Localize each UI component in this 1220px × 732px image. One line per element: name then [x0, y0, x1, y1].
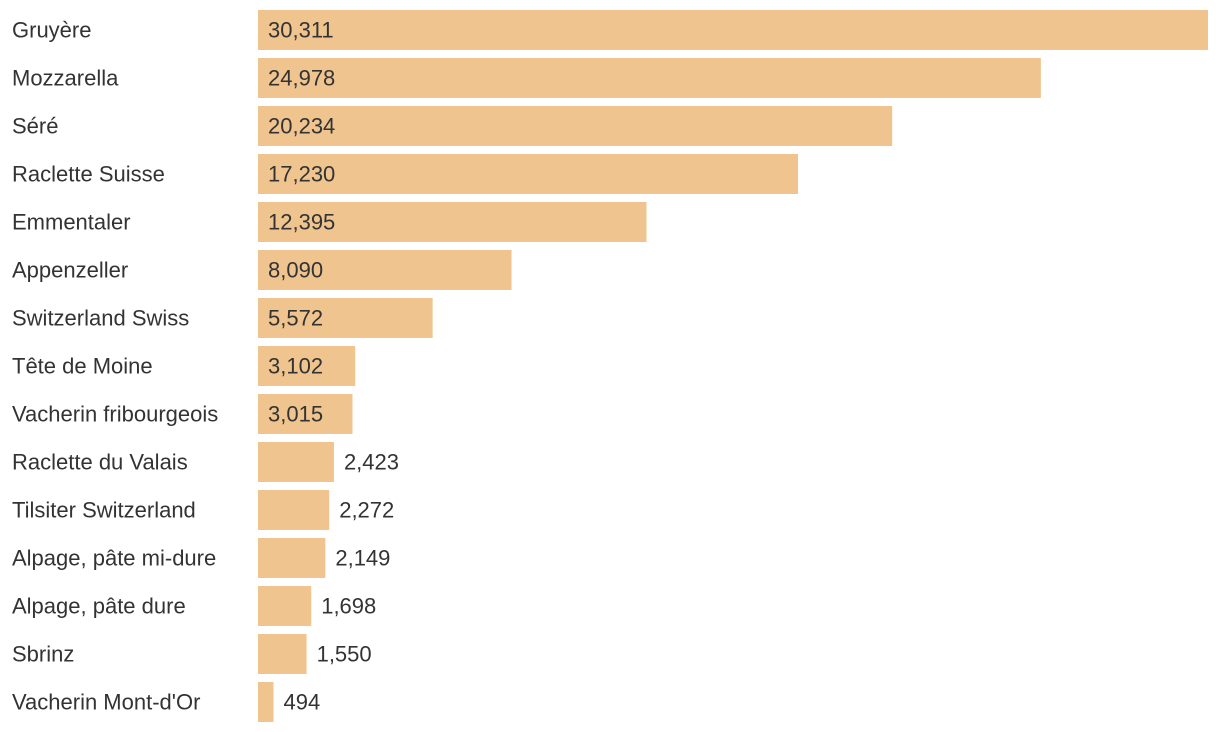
bar — [258, 538, 326, 578]
value-label: 20,234 — [268, 114, 335, 139]
category-label: Alpage, pâte mi-dure — [12, 546, 216, 571]
bar — [258, 202, 647, 242]
bar — [258, 250, 512, 290]
bar — [258, 154, 799, 194]
bar — [258, 634, 307, 674]
category-label: Appenzeller — [12, 258, 128, 283]
category-label: Sbrinz — [12, 642, 74, 667]
value-label: 1,698 — [321, 594, 376, 619]
value-label: 5,572 — [268, 306, 323, 331]
value-label: 2,149 — [335, 546, 390, 571]
bar — [258, 586, 312, 626]
value-label: 3,102 — [268, 354, 323, 379]
category-label: Mozzarella — [12, 66, 119, 91]
category-label: Raclette Suisse — [12, 162, 165, 187]
category-label: Tête de Moine — [12, 354, 153, 379]
value-label: 30,311 — [268, 18, 334, 43]
bar — [258, 106, 893, 146]
category-label: Séré — [12, 114, 58, 139]
value-label: 2,423 — [344, 450, 399, 475]
value-label: 1,550 — [317, 642, 372, 667]
category-label: Tilsiter Switzerland — [12, 498, 196, 523]
category-label: Vacherin Mont-d'Or — [12, 690, 200, 715]
bar — [258, 682, 274, 722]
bar — [258, 58, 1041, 98]
bar — [258, 442, 334, 482]
value-label: 2,272 — [339, 498, 394, 523]
bar — [258, 394, 353, 434]
bar — [258, 10, 1208, 50]
value-label: 24,978 — [268, 66, 335, 91]
category-label: Gruyère — [12, 18, 91, 43]
category-label: Vacherin fribourgeois — [12, 402, 218, 427]
bar — [258, 346, 356, 386]
value-label: 8,090 — [268, 258, 323, 283]
value-label: 17,230 — [268, 162, 335, 187]
bar — [258, 490, 330, 530]
category-label: Emmentaler — [12, 210, 131, 235]
category-label: Switzerland Swiss — [12, 306, 189, 331]
value-label: 494 — [283, 690, 320, 715]
category-label: Raclette du Valais — [12, 450, 188, 475]
value-label: 12,395 — [268, 210, 335, 235]
category-label: Alpage, pâte dure — [12, 594, 186, 619]
value-label: 3,015 — [268, 402, 323, 427]
bar — [258, 298, 433, 338]
